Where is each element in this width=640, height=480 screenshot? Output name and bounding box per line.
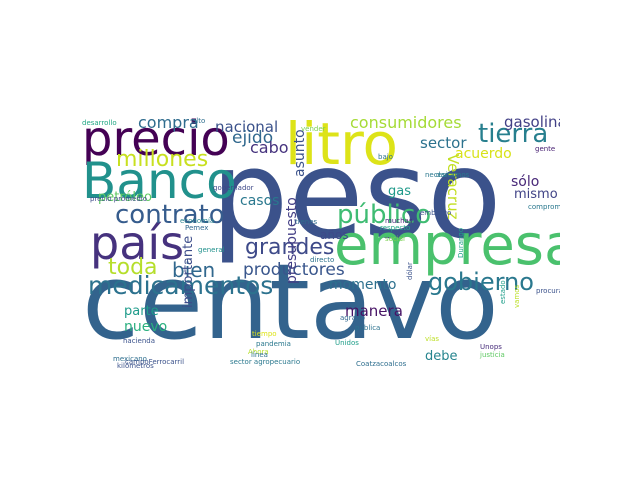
word-37: parte <box>124 305 159 318</box>
word-44: bajo <box>378 154 393 161</box>
word-15: toda <box>108 257 158 279</box>
word-73: Unidos <box>335 340 359 347</box>
word-33: momento <box>329 278 396 292</box>
word-76: justicia <box>480 352 505 359</box>
word-57: social <box>385 236 405 243</box>
word-82: vamos <box>514 285 521 308</box>
word-53: Pemex <box>185 225 208 232</box>
word-77: campoFerrocarril <box>125 359 184 366</box>
word-72: pandemia <box>256 341 291 348</box>
word-74: vías <box>425 336 439 343</box>
word-19: gasolina <box>504 115 560 130</box>
word-30: asunto <box>293 129 307 177</box>
word-63: Durango <box>458 228 465 258</box>
word-46: gente <box>535 146 555 153</box>
word-18: consumidores <box>350 115 462 131</box>
word-32: gas <box>388 185 411 198</box>
word-36: importante <box>182 236 195 308</box>
word-67: hacienda <box>123 338 155 345</box>
word-23: cabo <box>250 140 289 156</box>
word-80: Coatzacoalcos <box>356 361 406 368</box>
word-69: tiempo <box>252 331 277 338</box>
word-29: casos <box>240 194 279 208</box>
word-40: debe <box>425 350 458 363</box>
word-51: compromiso <box>528 204 560 211</box>
word-43: vender <box>301 126 326 133</box>
word-48: gobernador <box>213 185 254 192</box>
word-31: años <box>320 229 349 241</box>
word-14: millones <box>116 149 208 171</box>
word-41: desarrollo <box>82 120 117 127</box>
word-79: sector agropecuario <box>230 359 300 366</box>
word-71: pública <box>355 325 380 332</box>
word-54: trenes <box>295 219 317 226</box>
word-65: procuraduría <box>536 288 560 295</box>
word-81: dólar <box>407 262 414 280</box>
word-62: dar <box>436 172 448 179</box>
word-25: acuerdo <box>455 147 512 161</box>
word-70: agrario <box>340 315 365 322</box>
word-56: respecto <box>380 225 410 232</box>
word-34: presupuesto <box>285 197 299 284</box>
word-50: precio promedio <box>90 196 147 203</box>
word-58: general <box>198 247 225 254</box>
word-59: directo <box>310 257 334 264</box>
word-75: Unops <box>480 344 502 351</box>
word-66: estado <box>500 280 507 304</box>
word-49: embargo <box>420 210 451 217</box>
word-28: mismo <box>514 188 558 201</box>
word-cloud: pesocentavoempresalitropreciopaísBancome… <box>80 112 560 372</box>
word-42: alto <box>192 118 205 125</box>
word-38: nuevo <box>124 320 167 334</box>
word-20: compra <box>138 115 199 131</box>
